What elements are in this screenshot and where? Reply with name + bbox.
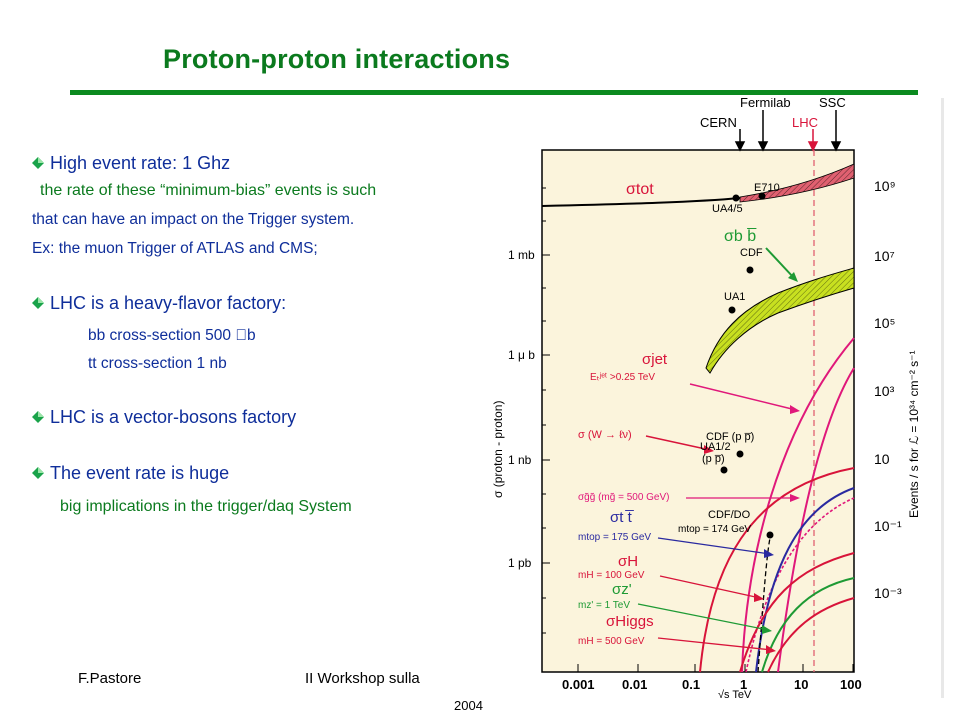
sigma-higgs-curve bbox=[767, 597, 855, 673]
title-rule bbox=[70, 90, 918, 95]
label-sigma-bb: σb b̅ bbox=[724, 227, 757, 245]
left-tick-label: 1 pb bbox=[508, 556, 532, 570]
bullet-sub-text: that can have an impact on the Trigger s… bbox=[32, 211, 355, 228]
bb-cross-section: bb cross-section 500  b bbox=[88, 327, 256, 344]
label-cdf: CDF bbox=[740, 247, 763, 259]
label-mtop-175: mtop = 175 GeV bbox=[578, 532, 651, 543]
label-cern: CERN bbox=[700, 115, 737, 130]
right-tick-label: 10 bbox=[874, 451, 890, 467]
data-point bbox=[758, 192, 766, 200]
right-tick-label: 10⁻¹ bbox=[874, 518, 902, 534]
x-tick-label: 1 bbox=[740, 677, 747, 692]
left-ticks bbox=[542, 187, 550, 634]
sigma-tt-dashed bbox=[757, 537, 771, 673]
bullet-sub-text: the rate of these “minimum-bias” events … bbox=[40, 182, 377, 199]
label-ua45: UA4/5 bbox=[712, 203, 743, 215]
bullet-sub-text: Ex: the muon Trigger of ATLAS and CMS; bbox=[32, 240, 318, 257]
label-sigma-tot: σtot bbox=[626, 181, 654, 198]
arrow-icon bbox=[734, 110, 842, 152]
sigma-tt-curve bbox=[755, 487, 855, 673]
label-ua12: UA1/2 bbox=[700, 441, 731, 453]
label-mh-100: mH = 100 GeV bbox=[578, 570, 645, 581]
right-tick-label: 10⁻³ bbox=[874, 585, 902, 601]
label-sigma-tt: σt t̅ bbox=[610, 509, 634, 526]
x-tick-label: 0.001 bbox=[562, 677, 595, 692]
sigma-gluino-curve bbox=[745, 497, 855, 673]
right-tick-label: 10⁷ bbox=[874, 248, 895, 264]
x-axis-label: √s TeV bbox=[718, 689, 752, 698]
sigma-w-curve bbox=[699, 467, 855, 673]
label-ssc: SSC bbox=[819, 98, 846, 110]
label-mz-1tev: mz' = 1 TeV bbox=[578, 600, 630, 611]
right-tick-label: 10⁹ bbox=[874, 178, 896, 194]
bb-pointer-arrow bbox=[765, 247, 795, 279]
bullet-diamond-icon bbox=[32, 467, 44, 479]
data-point bbox=[766, 531, 774, 539]
x-tick-label: 10 bbox=[794, 677, 808, 692]
left-tick-label: 1 mb bbox=[508, 248, 535, 262]
arrow-icon bbox=[807, 129, 819, 152]
label-ua12-pp: (p p̅) bbox=[702, 453, 725, 465]
label-mh-500: mH = 500 GeV bbox=[578, 636, 645, 647]
footer-author: F.Pastore bbox=[78, 670, 142, 687]
data-point bbox=[732, 194, 740, 202]
x-tick-label: 100 bbox=[840, 677, 862, 692]
x-tick-label: 0.01 bbox=[622, 677, 647, 692]
label-sigma-higgs: σHiggs bbox=[606, 613, 654, 630]
label-e710: E710 bbox=[754, 182, 780, 194]
left-tick-label: 1 μ b bbox=[508, 348, 535, 362]
right-tick-label: 10⁵ bbox=[874, 315, 895, 331]
data-point bbox=[736, 450, 744, 458]
right-edge bbox=[941, 98, 944, 698]
data-point bbox=[728, 306, 736, 314]
data-point bbox=[746, 266, 754, 274]
right-axis-title: Events / s for ℒ = 10³⁴ cm⁻² s⁻¹ bbox=[907, 350, 921, 518]
plot-area bbox=[541, 149, 855, 673]
label-cdf-pp: CDF (p p̅) bbox=[706, 431, 754, 443]
cross-section-plot: CERN Fermilab LHC SSC σ (proton - proton… bbox=[491, 98, 944, 698]
label-sigma-h: σH bbox=[618, 553, 638, 570]
left-tick-label: 1 nb bbox=[508, 453, 532, 467]
bullet-sub-text: big implications in the trigger/daq Syst… bbox=[60, 498, 352, 515]
left-axis-title: σ (proton - proton) bbox=[491, 401, 505, 498]
bullet-high-event-rate: High event rate: 1 Ghz bbox=[50, 153, 231, 173]
label-ua1: UA1 bbox=[724, 291, 745, 303]
x-tick-label: 0.1 bbox=[682, 677, 700, 692]
bullet-vector-bosons: LHC is a vector-bosons factory bbox=[50, 407, 297, 427]
label-mtop-174: mtop = 174 GeV bbox=[678, 524, 751, 535]
bullet-event-rate-huge: The event rate is huge bbox=[50, 463, 230, 483]
label-fermilab: Fermilab bbox=[740, 98, 791, 110]
label-cdf-do: CDF/DO bbox=[708, 509, 751, 521]
footer-workshop: II Workshop sulla bbox=[305, 670, 420, 687]
tt-cross-section: tt cross-section 1 nb bbox=[88, 355, 227, 372]
slide-title: Proton-proton interactions bbox=[163, 44, 511, 74]
label-sigma-gluino: σg̃g̃ (mg̃ = 500 GeV) bbox=[578, 492, 670, 503]
bullet-diamond-icon bbox=[32, 297, 44, 309]
bullet-heavy-flavor: LHC is a heavy-flavor factory: bbox=[50, 293, 287, 313]
x-ticks bbox=[577, 664, 854, 672]
label-sigma-zprime: σz' bbox=[612, 581, 632, 598]
label-et-jet: Eₜʲᵉᵗ >0.25 TeV bbox=[590, 372, 655, 383]
right-tick-label: 10³ bbox=[874, 383, 895, 399]
label-lhc: LHC bbox=[792, 115, 818, 130]
sigma-zprime-curve bbox=[761, 577, 855, 673]
data-point bbox=[720, 466, 728, 474]
label-sigma-w: σ (W → ℓν) bbox=[578, 429, 632, 441]
bullet-diamond-icon bbox=[32, 157, 44, 169]
label-sigma-jet: σjet bbox=[642, 351, 668, 368]
footer-year: 2004 bbox=[454, 698, 483, 713]
bullet-diamond-icon bbox=[32, 411, 44, 423]
